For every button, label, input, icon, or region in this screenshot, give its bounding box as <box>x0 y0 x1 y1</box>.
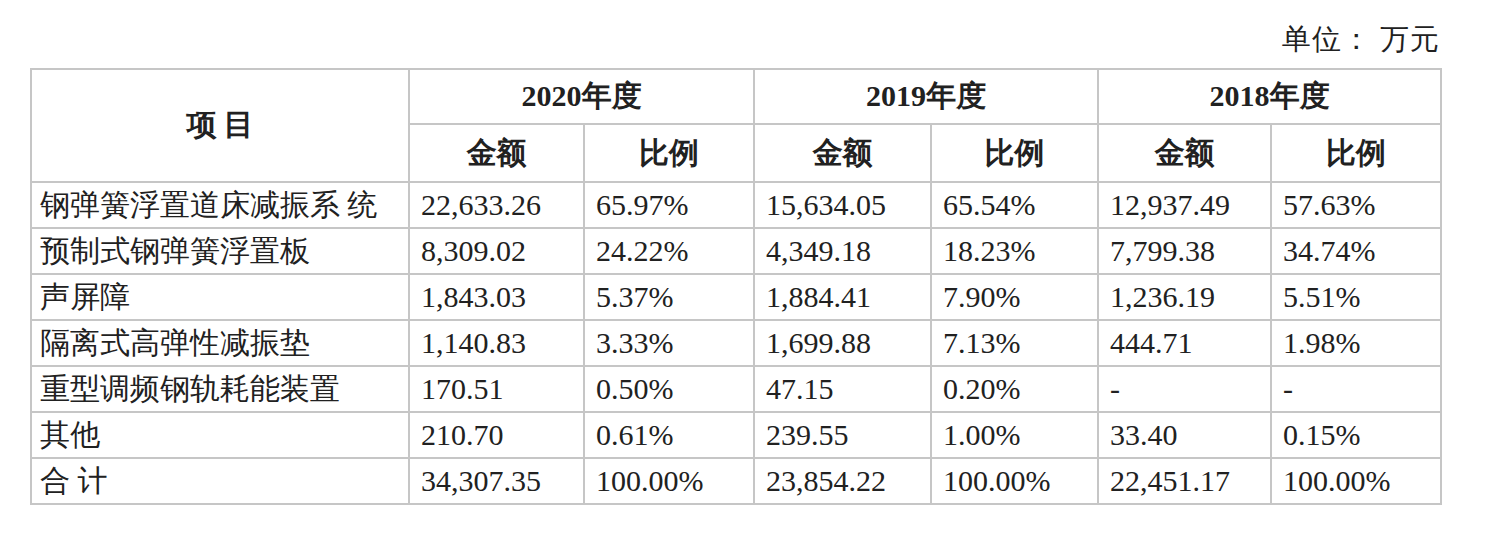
amount-cell-2018: - <box>1098 366 1271 412</box>
amount-cell-2019: 1,699.88 <box>754 320 931 366</box>
ratio-cell-2018: - <box>1271 366 1441 412</box>
table-row-total: 合 计 34,307.35 100.00% 23,854.22 100.00% … <box>31 458 1441 504</box>
amount-header-2019: 金额 <box>754 124 931 182</box>
ratio-cell-2019: 100.00% <box>931 458 1098 504</box>
item-cell: 重型调频钢轨耗能装置 <box>31 366 409 412</box>
amount-cell-2019: 47.15 <box>754 366 931 412</box>
amount-cell-2019: 15,634.05 <box>754 182 931 228</box>
ratio-cell-2019: 1.00% <box>931 412 1098 458</box>
amount-cell-2019: 239.55 <box>754 412 931 458</box>
amount-cell-2019: 23,854.22 <box>754 458 931 504</box>
ratio-cell-2018: 0.15% <box>1271 412 1441 458</box>
amount-cell-2018: 22,451.17 <box>1098 458 1271 504</box>
table-row: 预制式钢弹簧浮置板 8,309.02 24.22% 4,349.18 18.23… <box>31 228 1441 274</box>
item-cell: 隔离式高弹性减振垫 <box>31 320 409 366</box>
amount-cell-2019: 4,349.18 <box>754 228 931 274</box>
amount-cell-2020: 22,633.26 <box>409 182 584 228</box>
year-header-2020: 2020年度 <box>409 69 754 124</box>
revenue-breakdown-table: 项 目 2020年度 2019年度 2018年度 金额 比例 金额 比例 金额 … <box>30 68 1442 505</box>
item-cell: 合 计 <box>31 458 409 504</box>
amount-cell-2018: 12,937.49 <box>1098 182 1271 228</box>
ratio-cell-2018: 1.98% <box>1271 320 1441 366</box>
ratio-header-2018: 比例 <box>1271 124 1441 182</box>
ratio-cell-2020: 0.61% <box>584 412 754 458</box>
ratio-cell-2020: 100.00% <box>584 458 754 504</box>
ratio-header-2020: 比例 <box>584 124 754 182</box>
ratio-cell-2018: 100.00% <box>1271 458 1441 504</box>
ratio-cell-2019: 0.20% <box>931 366 1098 412</box>
amount-cell-2019: 1,884.41 <box>754 274 931 320</box>
unit-label: 单位： 万元 <box>1282 20 1440 60</box>
ratio-cell-2019: 65.54% <box>931 182 1098 228</box>
ratio-cell-2020: 3.33% <box>584 320 754 366</box>
ratio-cell-2019: 7.90% <box>931 274 1098 320</box>
table-row: 重型调频钢轨耗能装置 170.51 0.50% 47.15 0.20% - - <box>31 366 1441 412</box>
amount-cell-2020: 170.51 <box>409 366 584 412</box>
amount-cell-2020: 8,309.02 <box>409 228 584 274</box>
ratio-cell-2018: 57.63% <box>1271 182 1441 228</box>
amount-cell-2020: 1,843.03 <box>409 274 584 320</box>
amount-cell-2018: 444.71 <box>1098 320 1271 366</box>
amount-header-2020: 金额 <box>409 124 584 182</box>
amount-cell-2018: 33.40 <box>1098 412 1271 458</box>
year-header-2018: 2018年度 <box>1098 69 1441 124</box>
ratio-cell-2018: 34.74% <box>1271 228 1441 274</box>
item-column-header: 项 目 <box>31 69 409 182</box>
item-cell: 其他 <box>31 412 409 458</box>
ratio-cell-2018: 5.51% <box>1271 274 1441 320</box>
amount-cell-2018: 7,799.38 <box>1098 228 1271 274</box>
ratio-cell-2020: 0.50% <box>584 366 754 412</box>
ratio-cell-2019: 18.23% <box>931 228 1098 274</box>
ratio-cell-2020: 5.37% <box>584 274 754 320</box>
table-header-year-row: 项 目 2020年度 2019年度 2018年度 <box>31 69 1441 124</box>
amount-cell-2020: 210.70 <box>409 412 584 458</box>
document-page: 单位： 万元 项 目 2020年度 2019年度 2018年度 金额 比例 金额… <box>0 0 1486 538</box>
table-row: 声屏障 1,843.03 5.37% 1,884.41 7.90% 1,236.… <box>31 274 1441 320</box>
amount-cell-2018: 1,236.19 <box>1098 274 1271 320</box>
ratio-cell-2019: 7.13% <box>931 320 1098 366</box>
table-row: 钢弹簧浮置道床减振系 统 22,633.26 65.97% 15,634.05 … <box>31 182 1441 228</box>
year-header-2019: 2019年度 <box>754 69 1098 124</box>
ratio-cell-2020: 65.97% <box>584 182 754 228</box>
item-cell: 预制式钢弹簧浮置板 <box>31 228 409 274</box>
ratio-header-2019: 比例 <box>931 124 1098 182</box>
item-cell: 声屏障 <box>31 274 409 320</box>
amount-cell-2020: 34,307.35 <box>409 458 584 504</box>
table-row: 其他 210.70 0.61% 239.55 1.00% 33.40 0.15% <box>31 412 1441 458</box>
amount-header-2018: 金额 <box>1098 124 1271 182</box>
amount-cell-2020: 1,140.83 <box>409 320 584 366</box>
ratio-cell-2020: 24.22% <box>584 228 754 274</box>
item-cell: 钢弹簧浮置道床减振系 统 <box>31 182 409 228</box>
table-row: 隔离式高弹性减振垫 1,140.83 3.33% 1,699.88 7.13% … <box>31 320 1441 366</box>
